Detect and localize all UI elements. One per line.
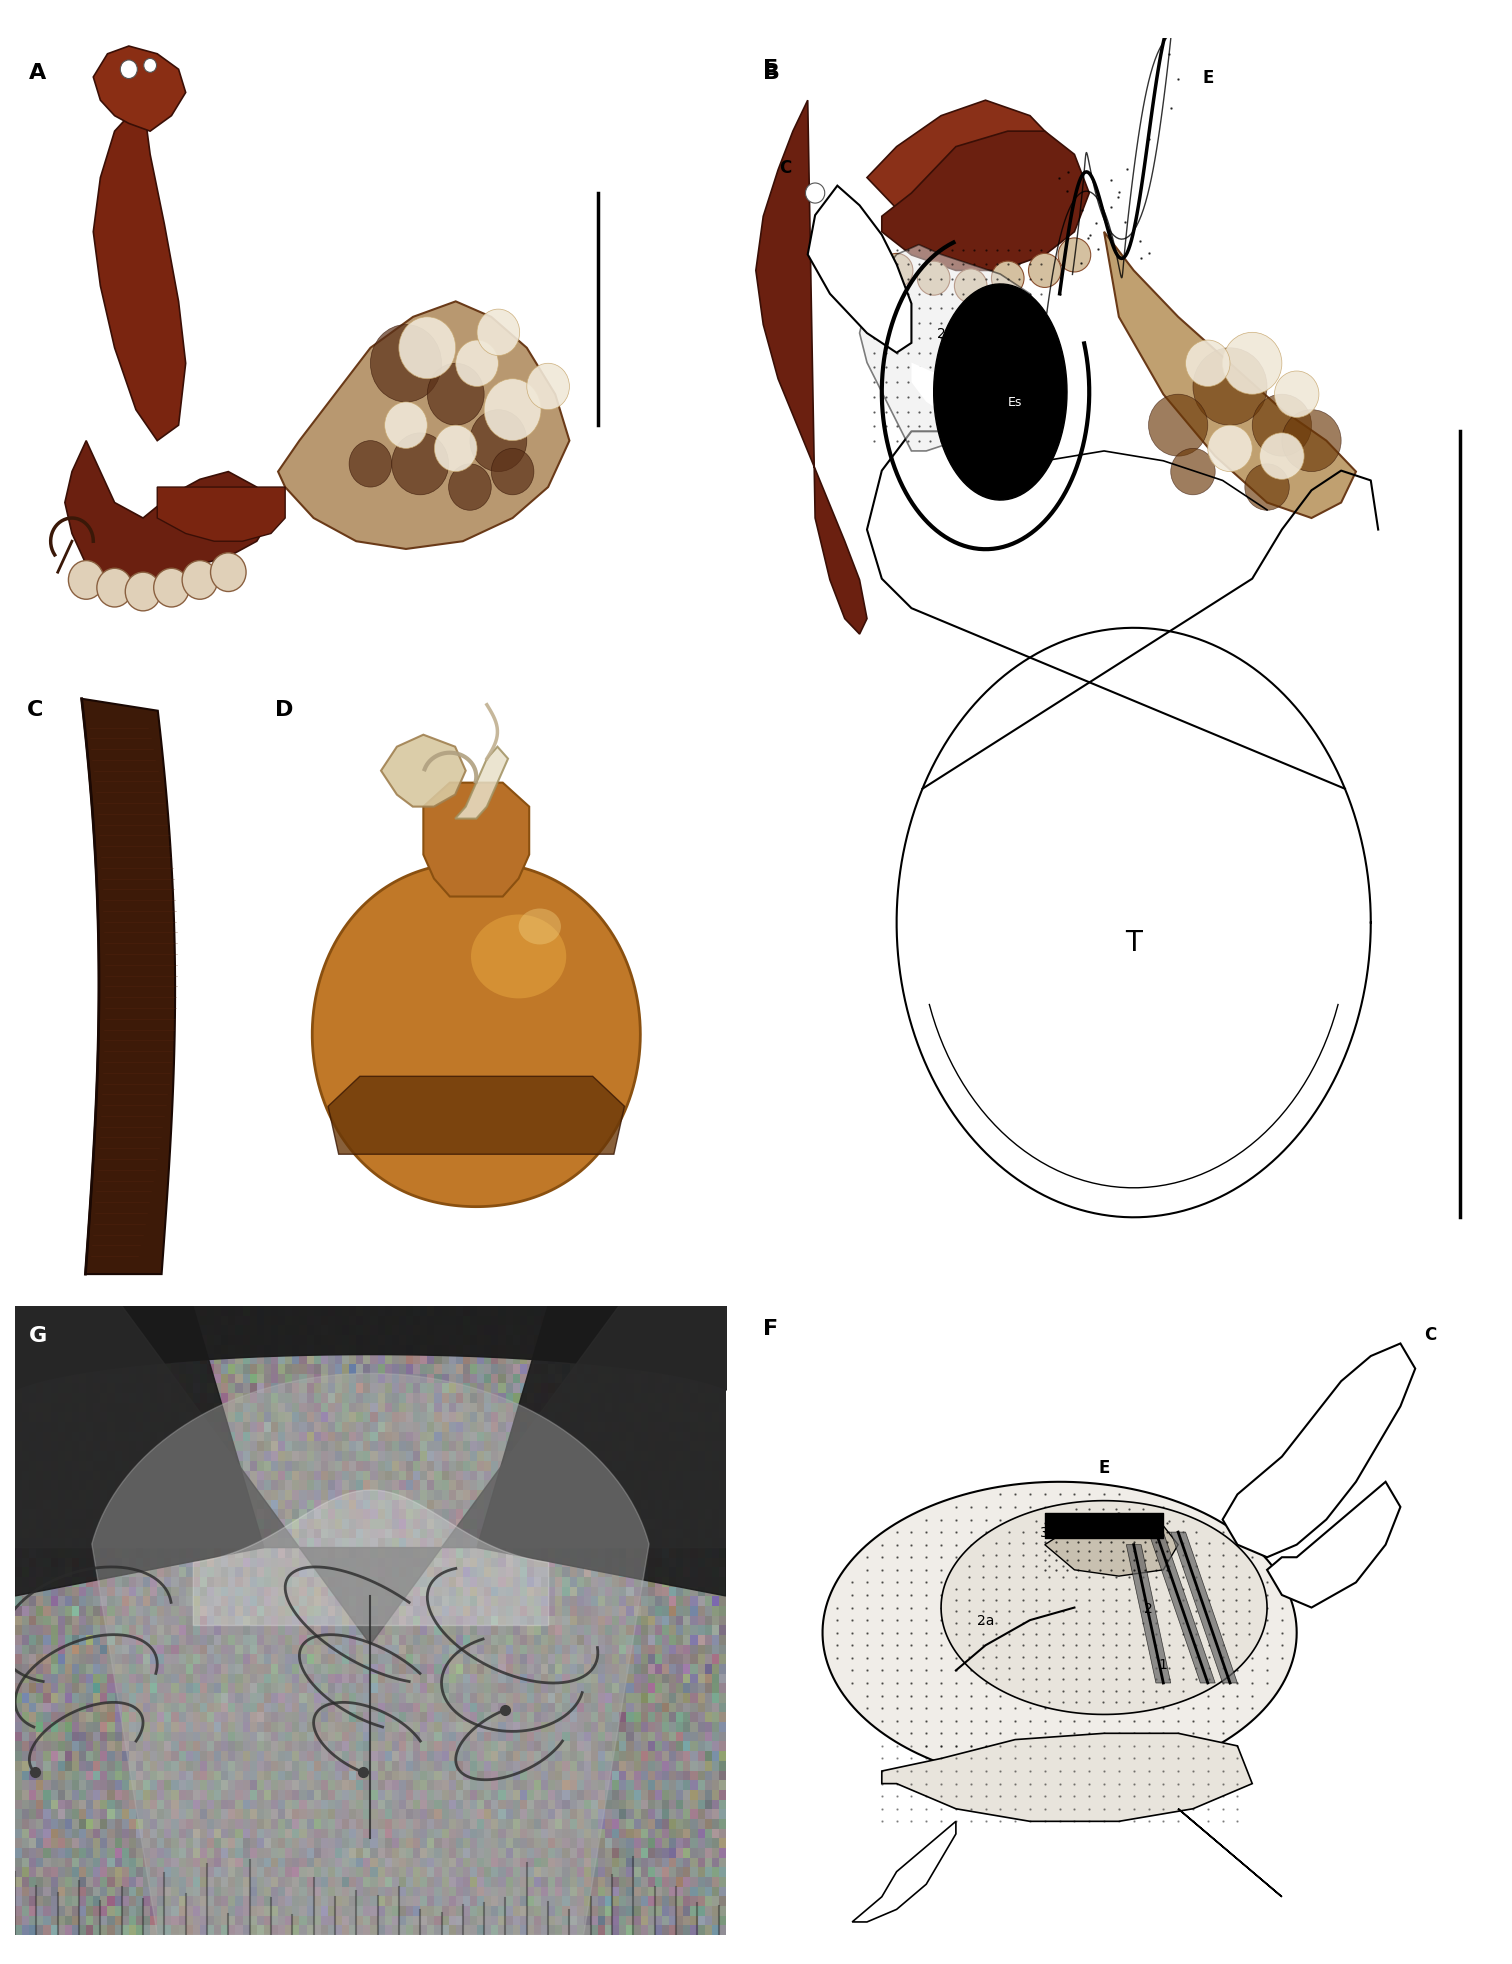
Circle shape: [1028, 253, 1061, 289]
Polygon shape: [1170, 1532, 1237, 1683]
Circle shape: [1259, 434, 1303, 479]
Text: E: E: [1098, 1457, 1110, 1475]
Text: B: B: [764, 63, 780, 82]
Circle shape: [154, 570, 189, 607]
Circle shape: [491, 450, 534, 495]
Text: F: F: [764, 1318, 779, 1339]
Text: 2a: 2a: [977, 1612, 995, 1628]
Circle shape: [392, 434, 449, 495]
Polygon shape: [1126, 1546, 1170, 1683]
Ellipse shape: [470, 915, 565, 1000]
Text: E: E: [1202, 69, 1214, 86]
Polygon shape: [934, 285, 1067, 501]
Polygon shape: [82, 699, 175, 1275]
Polygon shape: [381, 735, 466, 807]
Text: T: T: [1125, 929, 1142, 956]
Text: C: C: [27, 699, 44, 719]
Polygon shape: [157, 487, 286, 542]
Polygon shape: [15, 1306, 726, 1644]
Polygon shape: [455, 748, 508, 819]
Text: Es: Es: [1009, 397, 1022, 409]
Circle shape: [1058, 240, 1090, 273]
Circle shape: [470, 410, 526, 473]
Text: 2: 2: [937, 326, 945, 342]
Polygon shape: [881, 132, 1089, 271]
Circle shape: [526, 363, 570, 410]
Polygon shape: [912, 344, 1045, 432]
Text: G: G: [29, 1326, 47, 1345]
Polygon shape: [1267, 1483, 1400, 1609]
Circle shape: [1282, 410, 1341, 473]
Circle shape: [1244, 465, 1290, 511]
Circle shape: [1252, 395, 1311, 458]
Text: C: C: [1424, 1326, 1436, 1343]
Polygon shape: [1045, 1514, 1178, 1577]
Ellipse shape: [519, 909, 561, 945]
Polygon shape: [859, 246, 1045, 452]
Circle shape: [806, 185, 824, 204]
Polygon shape: [756, 100, 866, 634]
Polygon shape: [92, 1373, 649, 1935]
Text: 1: 1: [1158, 1658, 1167, 1671]
Circle shape: [484, 379, 541, 442]
Circle shape: [1275, 371, 1318, 418]
Circle shape: [121, 61, 138, 79]
Circle shape: [449, 465, 491, 511]
Text: 3: 3: [1040, 1526, 1049, 1540]
Polygon shape: [823, 1483, 1297, 1783]
Polygon shape: [1149, 1532, 1216, 1683]
Circle shape: [144, 59, 157, 73]
Text: 3: 3: [1004, 306, 1012, 322]
Text: E: E: [764, 59, 779, 79]
Polygon shape: [478, 1306, 726, 1597]
Polygon shape: [881, 1734, 1252, 1821]
Polygon shape: [313, 862, 641, 1208]
Text: C: C: [779, 159, 792, 177]
Polygon shape: [807, 187, 912, 354]
Polygon shape: [1104, 232, 1356, 518]
Circle shape: [880, 253, 913, 289]
Circle shape: [1185, 342, 1229, 387]
Circle shape: [349, 442, 392, 487]
Circle shape: [476, 310, 520, 355]
Text: D: D: [275, 699, 293, 719]
Circle shape: [918, 261, 950, 297]
Text: A: A: [29, 63, 47, 82]
Circle shape: [428, 363, 484, 426]
Polygon shape: [328, 1076, 624, 1155]
Circle shape: [370, 326, 442, 403]
Circle shape: [68, 562, 104, 599]
Circle shape: [830, 202, 845, 218]
Circle shape: [1193, 348, 1267, 426]
Circle shape: [1223, 334, 1282, 395]
Polygon shape: [853, 1821, 956, 1923]
Polygon shape: [423, 784, 529, 898]
Text: 2: 2: [1145, 1601, 1152, 1614]
Polygon shape: [278, 302, 570, 550]
Circle shape: [399, 318, 455, 379]
Circle shape: [210, 554, 246, 593]
Circle shape: [434, 426, 478, 471]
Polygon shape: [15, 1306, 263, 1597]
Circle shape: [992, 261, 1024, 297]
Polygon shape: [1223, 1343, 1415, 1557]
Circle shape: [125, 573, 160, 611]
Polygon shape: [940, 1500, 1267, 1715]
Circle shape: [384, 403, 428, 450]
Circle shape: [1208, 426, 1252, 471]
Polygon shape: [94, 47, 186, 132]
Circle shape: [455, 342, 499, 387]
Polygon shape: [94, 100, 186, 442]
Polygon shape: [866, 100, 1075, 255]
Circle shape: [1170, 450, 1216, 495]
Polygon shape: [65, 442, 271, 589]
Circle shape: [97, 570, 133, 607]
Polygon shape: [1178, 1809, 1282, 1897]
Circle shape: [1149, 395, 1208, 458]
Circle shape: [954, 269, 987, 304]
Circle shape: [181, 562, 218, 599]
